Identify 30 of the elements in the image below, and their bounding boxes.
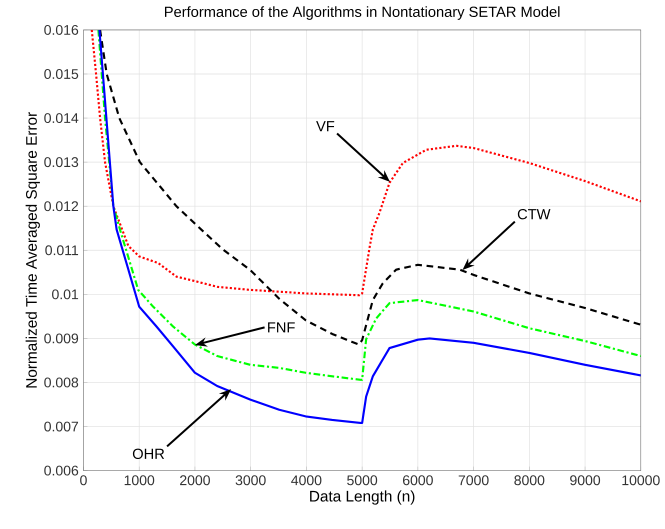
y-tick-label: 0.006 [44,466,78,476]
x-tick-label: 2000 [180,475,210,486]
x-tick-label: 8000 [514,475,544,486]
x-tick-label: 9000 [570,475,600,486]
y-tick-label: 0.015 [44,69,78,79]
x-tick-label: 6000 [403,475,433,486]
y-tick-label: 0.014 [44,113,78,124]
annotation: VF [316,121,334,132]
x-tick-label: 7000 [458,475,489,486]
chart-title: Performance of the Algorithms in Nontationary SETAR Model [164,6,560,20]
annotation: CTW [518,208,550,220]
annotation: FNF [268,322,295,332]
y-tick-label: 0.016 [44,24,78,35]
x-tick-label: 4000 [291,475,322,486]
y-tick-label: 0.008 [44,378,78,388]
y-tick-label: 0.011 [45,245,78,256]
x-tick-label: 5000 [347,475,378,486]
y-tick-label: 0.01 [52,289,78,300]
x-tick-label: 1000 [124,475,154,486]
y-tick-label: 0.009 [44,333,78,344]
x-tick-label: 0 [80,475,87,486]
annotation: OHR [132,448,164,460]
y-tick-label: 0.007 [44,422,78,432]
x-axis-title: Data Length (n) [310,490,414,505]
y-tick-label: 0.012 [44,201,78,212]
line-series [90,30,641,296]
y-axis-title: Normalized Time Averaged Square Error [26,112,40,388]
x-tick-label: 10000 [622,475,660,486]
y-tick-label: 0.013 [44,157,78,168]
x-tick-label: 3000 [236,475,266,486]
